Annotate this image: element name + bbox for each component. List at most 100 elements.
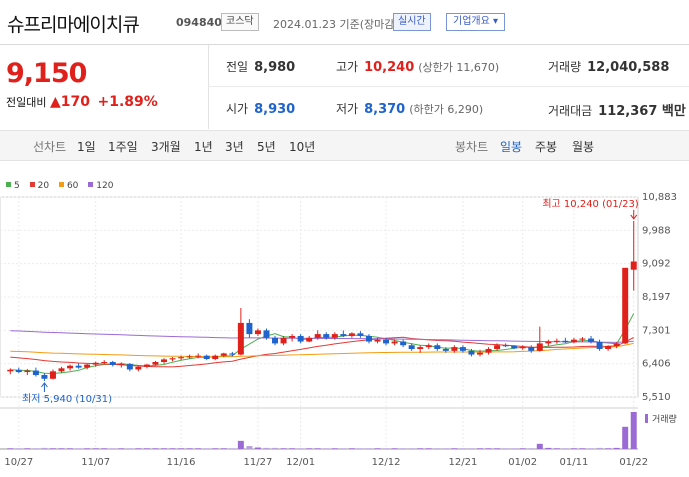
tab-1w[interactable]: 1주일 [108,140,138,154]
volume-bar [365,448,372,449]
volume-legend-swatch [645,414,648,423]
candle-body [126,363,133,370]
trade-amount: 거래대금 112,367 백만 [548,100,686,119]
volume-bar [434,448,441,449]
volume-bar [545,447,552,449]
volume-bar [24,448,31,449]
volume-bar [135,448,142,449]
volume-bar [246,446,253,449]
candle-body [109,362,116,365]
candle-body [400,341,407,346]
volume-bar [280,448,287,449]
candle-body [536,343,543,351]
candle-body [511,346,518,349]
candle-body [434,345,441,349]
candle-body [528,347,535,351]
amount-label: 거래대금 [548,104,593,118]
volume-bar [477,448,483,449]
high-price: 고가 10,240 (상한가 11,670) [336,58,499,75]
tab-weekly[interactable]: 주봉 [535,140,558,154]
volume-label: 거래량 [548,60,582,74]
open-label: 시가 [226,102,249,116]
volume-bar [596,447,603,449]
volume-bar [263,447,270,449]
candle-body [220,353,227,356]
high-annotation: 최고 10,240 (01/23) [542,198,638,210]
chart-tab-bar: 선차트 1일 1주일 3개월 1년 3년 5년 10년 봉차트 일봉 주봉 월봉 [0,130,689,161]
volume-bar [178,448,185,449]
volume-bar [41,447,48,449]
candle-body [186,356,193,358]
volume-bar [92,448,99,449]
candle-body [622,267,629,344]
volume-bar [169,448,176,449]
legend-ma60: 60 [58,181,78,191]
candle-body [7,369,14,372]
x-tick-label: 01/02 [508,457,537,468]
tab-monthly[interactable]: 월봉 [572,140,595,154]
candle-body [118,363,125,365]
y-tick-label: 10,883 [642,192,677,203]
realtime-button[interactable]: 실시간 [393,13,431,31]
volume-bar [254,447,261,449]
change-value: ▲170 [49,94,90,110]
tab-1d[interactable]: 1일 [77,140,96,154]
prev-close: 전일 8,980 [226,58,295,75]
candle-body [340,334,347,336]
ma60-line [10,342,634,358]
tab-10y[interactable]: 10년 [289,140,316,154]
price-change: 전일대비 ▲170 +1.89% [6,94,158,110]
volume-bar [84,448,91,449]
candle-body [605,346,612,349]
volume-bar [622,426,629,449]
volume-bar [75,448,82,449]
volume-bar [374,448,381,449]
line-chart-label: 선차트 [33,140,67,154]
candle-body [383,339,390,344]
volume-bar [143,448,150,449]
volume-bar [425,448,432,449]
company-info-dropdown[interactable]: 기업개요 ▾ [446,13,505,31]
divider [208,86,689,87]
tab-3y[interactable]: 3년 [225,140,244,154]
candle-body [84,364,91,368]
low-value: 8,370 [364,102,406,117]
candle-body [58,368,65,372]
high-label: 고가 [336,60,359,74]
volume-bar [229,448,236,449]
volume-bar [400,448,407,449]
volume-bar [348,448,355,449]
candle-body [588,338,595,342]
high-arrowhead [630,214,638,220]
open-value: 8,930 [254,102,296,117]
volume-bar [579,448,586,449]
candle-body [365,335,372,342]
volume-bar [186,448,193,449]
tab-daily[interactable]: 일봉 [500,140,523,154]
volume-bar [109,448,116,449]
volume-bar [485,448,492,449]
volume-bar [323,448,330,449]
tab-1y[interactable]: 1년 [194,140,213,154]
ma120-line [10,330,634,343]
tab-5y[interactable]: 5년 [257,140,276,154]
candle-body [32,370,39,376]
volume-bar [519,448,526,449]
candle-body [314,334,321,338]
volume-bar [442,448,449,449]
change-label: 전일대비 [6,96,47,109]
volume-bar [314,448,321,449]
candle-body [135,366,142,370]
y-tick-label: 9,988 [642,225,671,236]
candle-body [24,370,31,373]
y-tick-label: 5,510 [642,392,671,403]
y-tick-label: 7,301 [642,325,671,336]
candle-body [348,333,355,336]
candle-body [178,357,185,359]
tab-3m[interactable]: 3개월 [151,140,181,154]
candle-body [152,362,159,365]
candle-body [357,333,364,336]
x-tick-label: 01/22 [619,457,648,468]
volume-bar [630,412,637,449]
